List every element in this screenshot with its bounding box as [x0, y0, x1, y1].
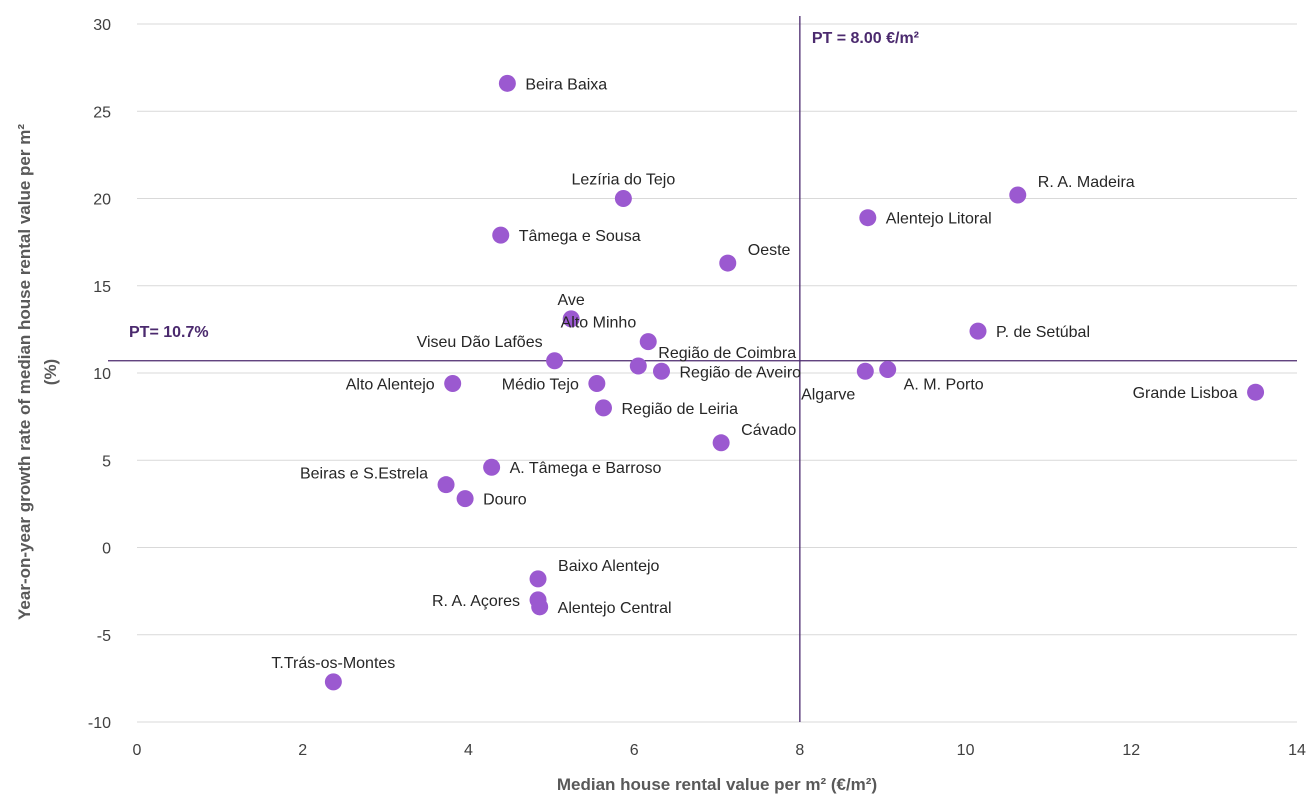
y-tick-label: -5	[97, 628, 111, 645]
data-label: Lezíria do Tejo	[571, 172, 675, 189]
data-point	[712, 434, 730, 452]
data-label: Beiras e S.Estrela	[300, 466, 428, 483]
x-tick-label: 0	[133, 742, 142, 759]
reference-label-horizontal: PT= 10.7%	[129, 324, 209, 341]
data-label: Alto Alentejo	[346, 376, 435, 393]
data-point	[324, 673, 342, 691]
x-tick-label: 6	[630, 742, 639, 759]
data-label: Alto Minho	[561, 315, 637, 332]
y-tick-label: -10	[88, 715, 111, 732]
y-tick-label: 15	[93, 279, 111, 296]
data-label: R. A. Açores	[432, 593, 520, 610]
gridlines	[137, 23, 1297, 723]
point-labels: Beira Baixa Lezíria do Tejo R. A. Madeira A…	[271, 76, 1237, 672]
data-point	[444, 374, 462, 392]
y-tick-label: 0	[102, 541, 111, 558]
data-point	[879, 361, 897, 379]
data-label: Viseu Dão Lafões	[417, 334, 543, 351]
data-point	[456, 490, 474, 508]
data-label: T.Trás-os-Montes	[271, 655, 395, 672]
data-point	[492, 226, 510, 244]
x-tick-label: 12	[1122, 742, 1140, 759]
data-points	[324, 74, 1265, 691]
data-point	[483, 458, 501, 476]
data-point	[498, 74, 516, 92]
data-point	[856, 362, 874, 380]
data-point	[859, 209, 877, 227]
data-label: Alentejo Litoral	[886, 211, 992, 228]
data-label: A. Tâmega e Barroso	[510, 460, 662, 477]
data-label: Beira Baixa	[525, 76, 607, 93]
data-point	[639, 333, 657, 351]
y-axis-title-line2: (%)	[41, 359, 60, 385]
data-label: R. A. Madeira	[1038, 174, 1135, 191]
data-label: Grande Lisboa	[1133, 385, 1238, 402]
x-tick-label: 4	[464, 742, 473, 759]
data-point	[437, 476, 455, 494]
reference-lines: PT = 8.00 €/m² PT= 10.7%	[108, 16, 1297, 722]
data-point	[531, 598, 549, 616]
tick-labels: -10 -5 0 5 10 15 20 25 30 0 2 4 6 8 10 12 14	[88, 17, 1306, 759]
reference-label-vertical: PT = 8.00 €/m²	[812, 30, 919, 47]
data-label: P. de Setúbal	[996, 324, 1090, 341]
data-label: Cávado	[741, 422, 796, 439]
data-point	[1247, 383, 1265, 401]
x-tick-label: 14	[1288, 742, 1306, 759]
data-label: Ave	[558, 292, 585, 309]
y-tick-label: 10	[93, 366, 111, 383]
data-point	[614, 190, 632, 207]
y-tick-label: 25	[93, 104, 111, 121]
data-point	[1009, 186, 1027, 204]
x-axis-title: Median house rental value per m² (€/m²)	[557, 775, 877, 794]
data-point	[529, 570, 547, 588]
y-tick-label: 30	[93, 17, 111, 34]
data-label: Médio Tejo	[502, 376, 579, 393]
data-label: Oeste	[748, 242, 791, 259]
data-label: Alentejo Central	[558, 600, 672, 617]
y-axis-title: Year-on-year growth rate of median house…	[15, 124, 60, 620]
data-point	[652, 362, 670, 380]
data-label: Tâmega e Sousa	[519, 228, 641, 245]
data-label: Região de Leiria	[621, 401, 738, 418]
data-point	[588, 374, 606, 392]
x-tick-label: 10	[957, 742, 975, 759]
data-point	[969, 322, 987, 340]
data-point	[594, 399, 612, 417]
y-tick-label: 20	[93, 192, 111, 209]
x-tick-label: 8	[795, 742, 804, 759]
data-label: Região de Aveiro	[679, 364, 801, 381]
y-tick-label: 5	[102, 453, 111, 470]
y-axis-title-line1: Year-on-year growth rate of median house…	[15, 124, 34, 620]
data-point	[562, 310, 580, 328]
data-label: Douro	[483, 492, 527, 509]
data-label: A. M. Porto	[904, 377, 984, 394]
x-tick-label: 2	[298, 742, 307, 759]
data-label: Algarve	[801, 386, 855, 403]
data-point	[719, 254, 737, 272]
data-point	[546, 352, 564, 370]
data-label: Região de Coimbra	[658, 345, 796, 362]
data-label: Baixo Alentejo	[558, 558, 660, 575]
data-point	[629, 357, 647, 375]
